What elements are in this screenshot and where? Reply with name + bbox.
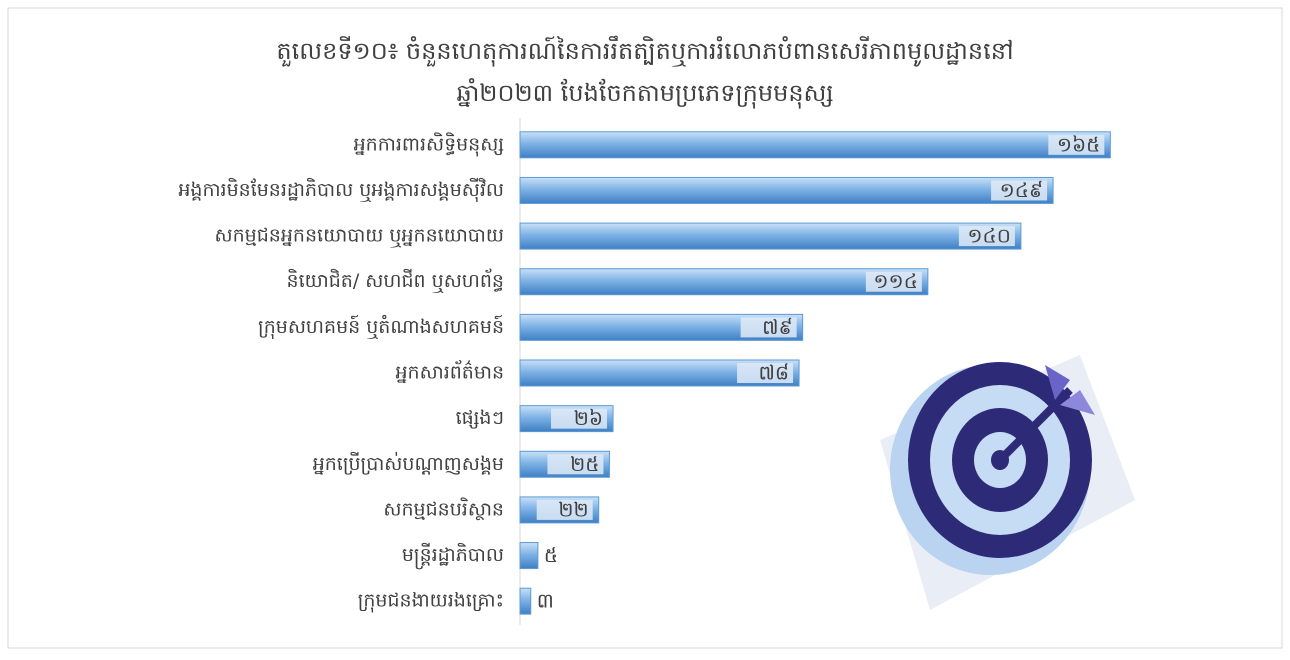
value-label: ១១៤ [873, 269, 917, 293]
value-label-box [958, 226, 1015, 247]
value-label-box [991, 180, 1048, 201]
y-tick-label: និយោជិត/ សហជីព ឬសហព័ន្ធ [287, 268, 504, 294]
value-label-box [551, 408, 608, 429]
y-tick-label: អង្គការមិនមែនរដ្ឋាភិបាល ឬអង្គការសង្គមស៊ី… [178, 177, 504, 203]
y-tick-label: អ្នកប្រើប្រាស់បណ្តាញសង្គម [313, 451, 504, 475]
value-label-box [740, 317, 797, 338]
chart-title: ឆ្នាំ២០២៣ បែងចែកតាមប្រភេទក្រុមមនុស្ស [456, 78, 833, 109]
value-label-box [536, 499, 593, 520]
value-label: ៣ [537, 589, 554, 613]
value-label: ៧៩ [762, 315, 793, 339]
bar [519, 176, 1054, 204]
y-tick-label: អ្នកការពារសិទ្ធិមនុស្ស [354, 131, 504, 157]
value-label: ១៤០ [967, 224, 1010, 248]
value-label-box [865, 271, 922, 292]
y-tick-label: សកម្មជនបរិស្ថាន [383, 496, 504, 520]
value-label-box [737, 363, 794, 383]
y-tick-label: សកម្មជនអ្នកនយោបាយ ឬអ្នកនយោបាយ [215, 225, 504, 249]
value-label: ២២ [558, 497, 588, 521]
y-tick-label: ក្រុមសហគមន៍ ឬតំណាងសហគមន៍ [258, 314, 504, 340]
value-label: ៥ [544, 543, 558, 567]
value-label-box [1048, 134, 1105, 155]
bar [519, 587, 532, 615]
value-label: ២៥ [570, 452, 599, 476]
y-tick-label: ផ្សេងៗ [456, 407, 504, 429]
value-label: ១៦៥ [1057, 132, 1100, 156]
value-label-box [547, 454, 604, 475]
y-tick-label: អ្នកសារព័ត៌មាន [395, 360, 504, 384]
value-label: ៧៨ [758, 361, 789, 385]
target-icon [880, 355, 1135, 610]
bar [519, 131, 1111, 159]
chart-title: តួលេខទី១០៖ ចំនួនហេតុការណ៍នៃការរឹតត្បិតឬក… [276, 35, 1013, 67]
bar [519, 268, 929, 296]
value-label: ១៤៩ [1000, 178, 1043, 202]
y-tick-label: ក្រុមជនងាយរងគ្រោះ [358, 590, 504, 614]
bar [519, 222, 1022, 250]
y-tick-label: មន្ត្រីរដ្ឋាភិបាល [402, 542, 504, 570]
value-label: ២៦ [574, 406, 603, 430]
bar [519, 542, 539, 570]
